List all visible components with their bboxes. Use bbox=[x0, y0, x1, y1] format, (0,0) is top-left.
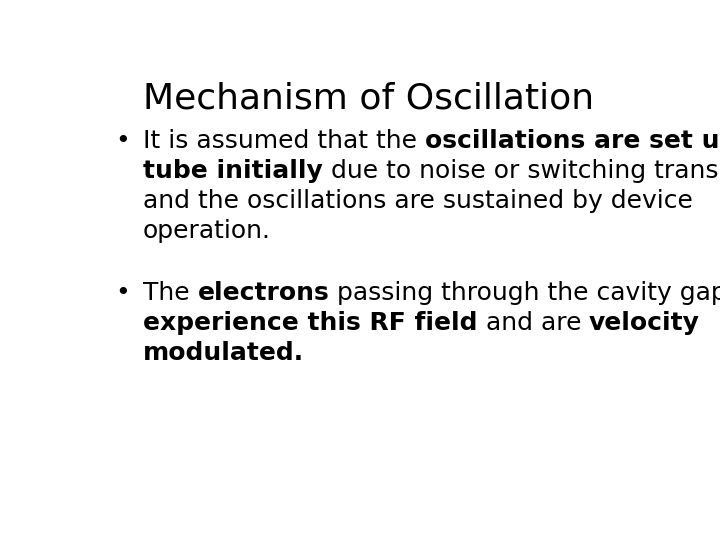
Text: •: • bbox=[115, 129, 130, 153]
Text: It is assumed that the: It is assumed that the bbox=[143, 129, 425, 153]
Text: passing through the cavity gap d: passing through the cavity gap d bbox=[329, 281, 720, 305]
Text: electrons: electrons bbox=[197, 281, 329, 305]
Text: velocity: velocity bbox=[589, 311, 700, 335]
Text: tube initially: tube initially bbox=[143, 159, 323, 183]
Text: Mechanism of Oscillation: Mechanism of Oscillation bbox=[143, 82, 595, 116]
Text: modulated.: modulated. bbox=[143, 341, 304, 365]
Text: due to noise or switching transients: due to noise or switching transients bbox=[323, 159, 720, 183]
Text: operation.: operation. bbox=[143, 219, 271, 243]
Text: experience this RF field: experience this RF field bbox=[143, 311, 477, 335]
Text: The: The bbox=[143, 281, 197, 305]
Text: and the oscillations are sustained by device: and the oscillations are sustained by de… bbox=[143, 189, 693, 213]
Text: •: • bbox=[115, 281, 130, 305]
Text: and are: and are bbox=[477, 311, 589, 335]
Text: oscillations are set up in the: oscillations are set up in the bbox=[425, 129, 720, 153]
